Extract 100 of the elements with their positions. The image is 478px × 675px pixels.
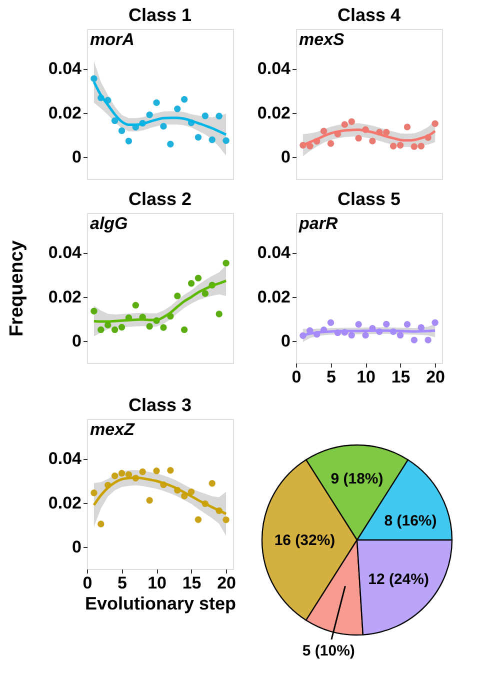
x-tick-label: 15 (182, 574, 202, 592)
point (341, 121, 348, 128)
data-label: 5 (10%) (302, 642, 355, 660)
point (160, 122, 167, 130)
data-label: 9 (18%) (330, 470, 384, 488)
point (404, 124, 411, 130)
point (180, 326, 188, 334)
point (404, 321, 411, 328)
y-tick-label: 0.04 (48, 59, 82, 78)
annotation: parR (298, 214, 338, 233)
annotation: algG (90, 214, 128, 233)
point (396, 332, 404, 339)
point (410, 143, 418, 150)
point (432, 319, 438, 326)
annotation: mexZ (90, 420, 136, 439)
annotation: mexS (299, 30, 346, 49)
point (208, 480, 216, 487)
y-tick-label: 0.02 (48, 103, 82, 122)
point (118, 324, 126, 331)
point (139, 468, 146, 476)
point (188, 488, 195, 496)
y-tick-label: 0.02 (257, 103, 290, 122)
point (153, 467, 160, 474)
point (202, 112, 209, 120)
point (118, 127, 126, 134)
point (111, 117, 118, 124)
point (222, 137, 230, 144)
point (348, 118, 355, 125)
point (208, 136, 216, 144)
point (90, 75, 98, 82)
chart-title: Class 1 (128, 5, 192, 25)
point (327, 140, 334, 147)
point (146, 497, 153, 504)
point (194, 134, 202, 141)
point (167, 467, 174, 474)
x-tick-label: 15 (391, 368, 410, 386)
data-label: 16 (32%) (274, 532, 336, 549)
point (327, 319, 334, 326)
annotation: morA (90, 30, 134, 49)
y-tick-label: 0.04 (48, 449, 82, 468)
point (90, 308, 98, 315)
point (355, 321, 362, 328)
point (146, 111, 153, 118)
point (90, 490, 98, 496)
y-tick-label: 0.02 (257, 287, 290, 306)
point (306, 142, 314, 150)
x-tick-label: 10 (148, 574, 166, 592)
point (418, 142, 424, 150)
point (174, 292, 181, 300)
point (410, 336, 418, 344)
point (125, 138, 132, 144)
data-label: 8 (16%) (384, 512, 437, 530)
point (424, 336, 432, 344)
point (167, 140, 174, 148)
point (355, 134, 362, 142)
x-tick-label: 20 (217, 574, 236, 592)
point (111, 472, 118, 480)
x-tick-label: 5 (118, 574, 127, 592)
y-tick-label: 0 (72, 331, 82, 350)
point (132, 302, 140, 309)
y-tick-label: 0 (72, 537, 82, 556)
y-tick-label: 0.04 (257, 59, 292, 78)
y-tick-label: 0 (281, 331, 290, 350)
chart-title: Class 4 (337, 5, 401, 25)
y-tick-label: 0 (72, 147, 82, 166)
chart-title: Class 2 (128, 189, 192, 209)
chart-title: Class 3 (128, 395, 192, 415)
point (153, 99, 160, 106)
point (180, 96, 188, 103)
x-tick-label: 20 (426, 368, 446, 386)
point (98, 326, 104, 334)
point (348, 332, 355, 339)
x-axis-title: Evolutionary step (84, 594, 236, 614)
point (146, 323, 153, 330)
y-tick-label: 0.02 (48, 493, 82, 512)
point (222, 516, 230, 524)
point (222, 260, 230, 266)
point (194, 274, 202, 282)
point (194, 516, 202, 523)
point (383, 128, 390, 136)
chart-title: Class 5 (337, 189, 401, 209)
point (174, 106, 181, 112)
point (383, 320, 390, 328)
y-tick-label: 0.04 (48, 243, 82, 262)
point (390, 142, 397, 150)
point (320, 128, 328, 134)
y-axis-title: Frequency (6, 240, 28, 337)
point (216, 310, 222, 318)
y-tick-label: 0 (281, 147, 290, 166)
point (362, 332, 369, 339)
point (111, 326, 118, 334)
point (98, 520, 104, 528)
x-tick-label: 5 (326, 368, 336, 386)
data-label: 12 (24%) (368, 571, 429, 588)
y-tick-label: 0.02 (48, 287, 82, 306)
point (188, 280, 195, 287)
y-tick-label: 0.04 (257, 243, 292, 262)
point (202, 290, 209, 297)
point (432, 120, 438, 127)
x-tick-label: 10 (356, 368, 376, 386)
